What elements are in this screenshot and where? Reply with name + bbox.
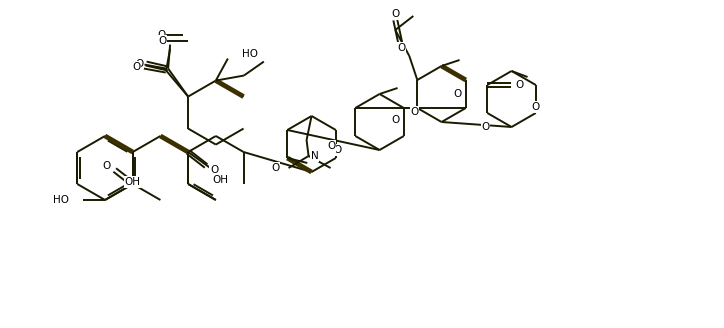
Text: O: O [132,62,140,72]
Text: O: O [327,141,335,151]
Text: O: O [103,161,111,171]
Text: O: O [411,107,418,117]
Text: O: O [391,9,400,19]
Text: O: O [397,43,405,53]
Text: O: O [481,121,489,132]
Text: OH: OH [125,177,140,187]
Text: O: O [158,35,167,46]
Text: O: O [135,59,143,69]
Text: O: O [531,102,540,112]
Text: O: O [210,165,218,175]
Text: O: O [392,115,400,125]
Text: HO: HO [242,49,258,59]
Text: O: O [334,145,342,155]
Text: O: O [515,80,523,90]
Text: N: N [311,151,319,161]
Text: HO: HO [53,195,69,205]
Text: O: O [454,89,462,99]
Text: OH: OH [213,175,229,185]
Text: O: O [272,163,279,173]
Text: O: O [157,30,165,40]
